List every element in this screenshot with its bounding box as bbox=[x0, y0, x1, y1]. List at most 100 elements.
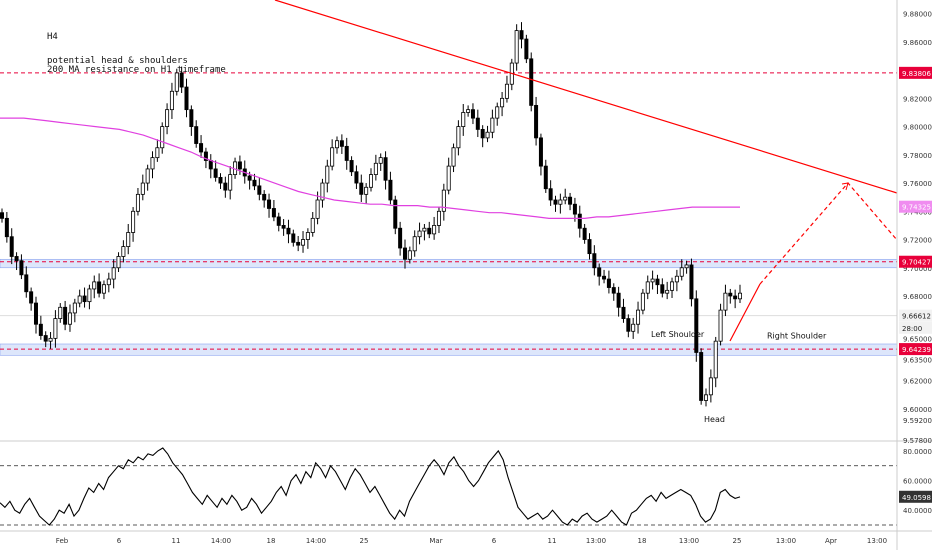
candle-body bbox=[553, 199, 558, 205]
time-tick-label: 14:00 bbox=[211, 537, 231, 545]
price-axis[interactable]: 9.880009.860009.840009.820009.800009.780… bbox=[899, 11, 932, 445]
candle-body bbox=[504, 83, 509, 99]
candle-body bbox=[456, 126, 461, 149]
time-tick-label: Apr bbox=[825, 537, 837, 545]
candle-body bbox=[436, 210, 441, 226]
candle-body bbox=[728, 292, 733, 297]
candle-body bbox=[699, 352, 704, 401]
candle-body bbox=[305, 232, 310, 240]
candle-body bbox=[145, 168, 150, 184]
candle-body bbox=[636, 309, 641, 325]
candle-body bbox=[572, 203, 577, 215]
candle-body bbox=[82, 295, 87, 303]
price-tick-label: 9.86000 bbox=[903, 39, 932, 47]
candle-body bbox=[315, 199, 320, 219]
annotation-line-2: 200 MA resistance on H1 timeframe bbox=[47, 65, 226, 75]
candle-body bbox=[592, 253, 597, 269]
candle-body bbox=[738, 292, 743, 300]
time-tick-label: 18 bbox=[267, 537, 276, 545]
candle-body bbox=[92, 281, 97, 290]
oscillator-line bbox=[0, 447, 741, 526]
oscillator-value-label: 49.0598 bbox=[902, 494, 931, 502]
candle-body bbox=[422, 227, 427, 232]
time-tick-label: 25 bbox=[733, 537, 742, 545]
candle-body bbox=[281, 225, 286, 229]
candle-body bbox=[713, 340, 718, 379]
price-tick-label: 9.57800 bbox=[903, 437, 932, 445]
price-tick-label: 9.80000 bbox=[903, 124, 932, 132]
candle-body bbox=[723, 292, 728, 311]
price-badge bbox=[899, 200, 932, 213]
candle-body bbox=[718, 309, 723, 342]
candle-body bbox=[267, 199, 272, 209]
price-tick-label: 9.88000 bbox=[903, 11, 932, 19]
candle-body bbox=[213, 168, 218, 178]
price-badge-label: 9.70427 bbox=[902, 259, 931, 267]
candle-body bbox=[101, 284, 106, 294]
candle-body bbox=[354, 171, 359, 184]
price-badge-label: 28:00 bbox=[902, 325, 922, 333]
candle-body bbox=[373, 162, 378, 175]
time-tick-label: 13:00 bbox=[867, 537, 887, 545]
candle-body bbox=[262, 193, 267, 201]
time-axis[interactable]: Feb 6 11 14:00 18 14:00 25 Mar 6 11 13:00 18 13:00 25… bbox=[56, 537, 887, 545]
candle-body bbox=[708, 377, 713, 396]
oscillator-axis[interactable]: 80.0000 60.0000 40.0000 49.0598 bbox=[899, 448, 932, 515]
candle-body bbox=[621, 306, 626, 319]
candle-body bbox=[670, 281, 675, 291]
candle-body bbox=[271, 208, 276, 218]
candle-body bbox=[597, 267, 602, 277]
candle-body bbox=[602, 275, 607, 280]
time-tick-label: 13:00 bbox=[679, 537, 699, 545]
time-tick-label: 13:00 bbox=[586, 537, 606, 545]
price-tick-label: 9.65000 bbox=[903, 335, 932, 343]
candle-body bbox=[427, 227, 432, 235]
oscillator-tick-label: 40.0000 bbox=[903, 507, 932, 515]
support-resistance-zone bbox=[0, 343, 898, 356]
candle-body bbox=[364, 186, 369, 195]
candle-body bbox=[208, 160, 213, 170]
candle-body bbox=[160, 126, 165, 149]
candle-body bbox=[310, 217, 315, 233]
candle-body bbox=[616, 292, 621, 308]
candle-body bbox=[199, 143, 204, 153]
candle-body bbox=[43, 335, 48, 342]
candle-body bbox=[339, 140, 344, 147]
price-tick-label: 9.60000 bbox=[903, 406, 932, 414]
candle-body bbox=[524, 38, 529, 60]
candle-body bbox=[490, 117, 495, 133]
candle-body bbox=[165, 109, 170, 127]
time-tick-label: Feb bbox=[56, 537, 69, 545]
time-tick-label: 11 bbox=[548, 537, 557, 545]
price-tick-label: 9.70000 bbox=[903, 265, 932, 273]
candle-body bbox=[679, 267, 684, 277]
candle-body bbox=[330, 147, 335, 167]
candle-body bbox=[626, 318, 631, 332]
annotation-line-1: potential head & shoulders bbox=[47, 56, 188, 66]
candle-body bbox=[514, 30, 519, 64]
candle-body bbox=[451, 147, 456, 167]
price-badge-label: 9.66612 bbox=[902, 313, 931, 321]
main-pane: Left Shoulder Head Right Shoulder bbox=[0, 0, 898, 424]
candle-body bbox=[29, 291, 34, 304]
symbol-label: H4 bbox=[47, 32, 58, 42]
candle-body bbox=[534, 105, 539, 139]
candle-body bbox=[291, 233, 296, 243]
price-tick-label: 9.59200 bbox=[903, 417, 932, 425]
candle-body bbox=[359, 182, 364, 195]
price-badge bbox=[899, 255, 932, 268]
candle-body bbox=[335, 140, 340, 149]
candle-body bbox=[466, 109, 471, 113]
candle-body bbox=[388, 179, 393, 201]
candle-body bbox=[194, 126, 199, 144]
price-badge bbox=[899, 321, 932, 334]
candle-body bbox=[257, 185, 262, 195]
price-tick-label: 9.63500 bbox=[903, 357, 932, 365]
candle-body bbox=[97, 281, 102, 294]
candle-body bbox=[383, 157, 388, 181]
candle-body bbox=[344, 145, 349, 161]
candle-body bbox=[665, 289, 670, 294]
candle-body bbox=[485, 131, 490, 139]
